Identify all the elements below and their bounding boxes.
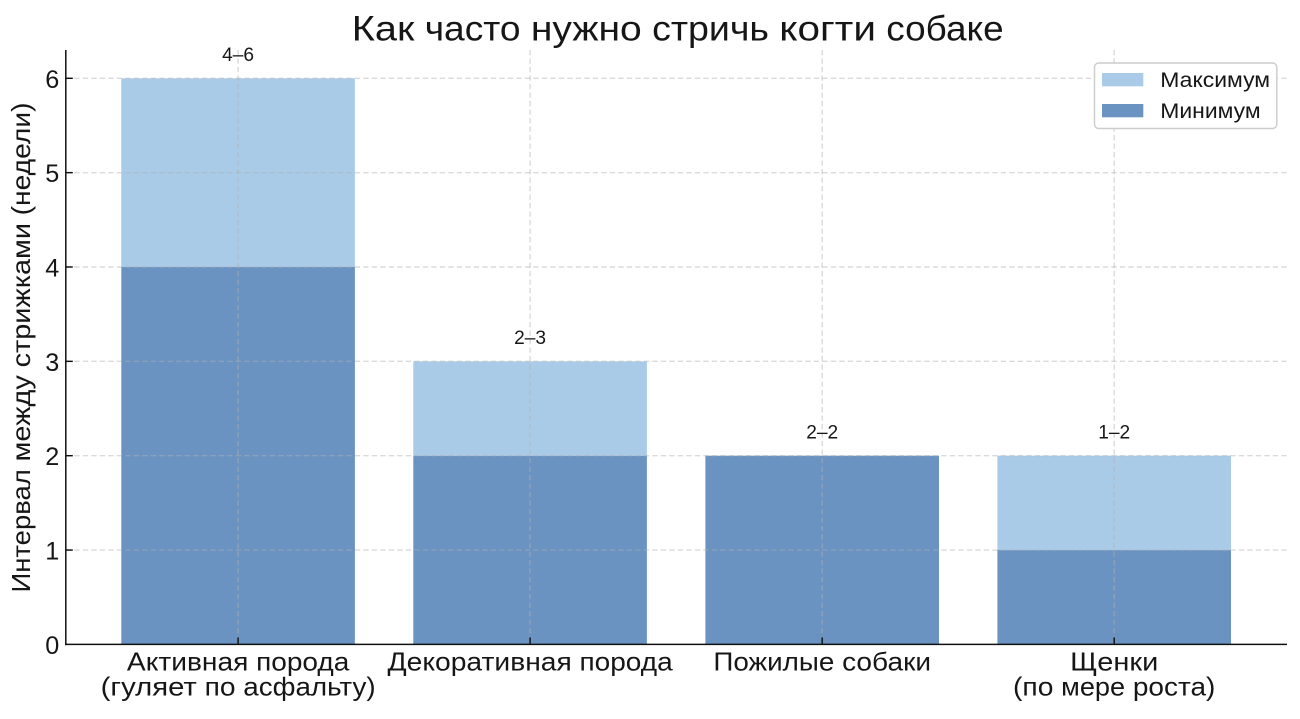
svg-text:1–2: 1–2	[1098, 423, 1130, 444]
svg-text:порода: порода	[256, 649, 350, 677]
svg-text:Минимум: Минимум	[1160, 98, 1260, 123]
svg-text:(гуляет: (гуляет	[101, 673, 197, 701]
svg-text:между: между	[8, 375, 36, 461]
svg-text:2: 2	[45, 443, 59, 471]
svg-text:Пожилые: Пожилые	[713, 649, 834, 677]
svg-text:(по: (по	[1013, 673, 1053, 701]
svg-text:мере: мере	[1061, 673, 1125, 701]
svg-text:Щенки: Щенки	[1070, 649, 1158, 677]
svg-text:6: 6	[45, 66, 59, 94]
svg-text:1: 1	[45, 538, 59, 566]
svg-text:роста): роста)	[1133, 673, 1216, 701]
svg-text:часто: часто	[425, 9, 521, 48]
svg-text:нужно: нужно	[531, 9, 642, 48]
svg-text:собаки: собаки	[842, 649, 931, 677]
svg-text:2–3: 2–3	[514, 328, 546, 349]
svg-text:стрижками: стрижками	[8, 223, 36, 367]
svg-text:стричь: стричь	[652, 9, 769, 48]
svg-text:4–6: 4–6	[222, 45, 254, 66]
svg-text:собаке: собаке	[886, 9, 1003, 48]
svg-text:5: 5	[45, 160, 59, 188]
svg-text:0: 0	[45, 632, 59, 660]
svg-text:Как: Как	[352, 9, 415, 48]
svg-text:асфальту): асфальту)	[243, 673, 375, 701]
svg-text:4: 4	[45, 255, 59, 283]
svg-text:2–2: 2–2	[806, 423, 838, 444]
svg-text:Интервал: Интервал	[8, 469, 36, 592]
svg-text:Максимум: Максимум	[1160, 67, 1270, 92]
svg-text:Декоративная: Декоративная	[388, 649, 572, 677]
svg-text:порода: порода	[580, 649, 674, 677]
svg-text:по: по	[205, 673, 236, 701]
svg-text:3: 3	[45, 349, 59, 377]
svg-text:(недели): (недели)	[8, 102, 36, 215]
svg-text:Активная: Активная	[127, 649, 248, 677]
svg-text:когти: когти	[779, 9, 876, 48]
